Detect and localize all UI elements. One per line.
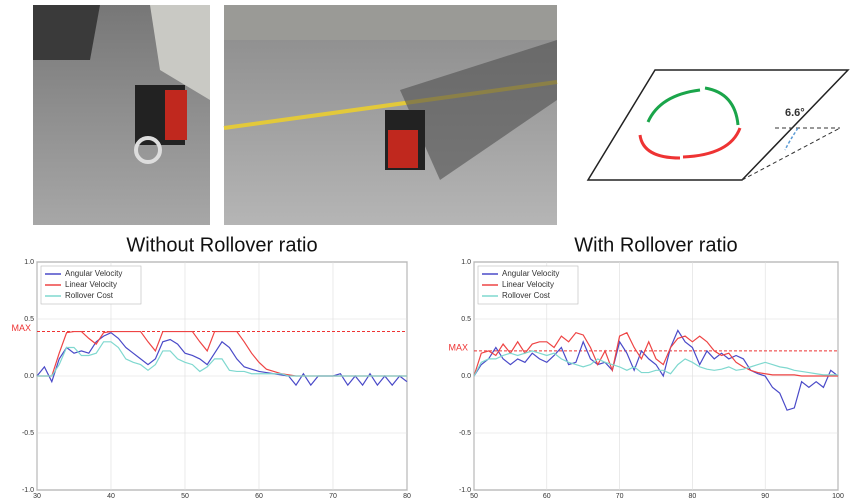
max-label: MAX	[11, 323, 31, 333]
slope-diagram: 6.6°	[588, 70, 848, 180]
legend-label: Linear Velocity	[502, 280, 554, 289]
y-tick-label: 0.0	[461, 373, 471, 380]
angle-label: 6.6°	[785, 107, 805, 119]
legend-label: Linear Velocity	[65, 280, 117, 289]
x-tick-label: 50	[181, 493, 189, 499]
x-tick-label: 50	[470, 493, 478, 499]
legend-label: Rollover Cost	[502, 291, 551, 300]
x-tick-label: 80	[689, 493, 697, 499]
y-tick-label: 1.0	[461, 259, 471, 266]
y-tick-label: 0.5	[461, 316, 471, 323]
legend-label: Angular Velocity	[502, 269, 559, 278]
page: {"diagram": {"angle_label": "6.6°"}, "ch…	[0, 0, 851, 499]
x-tick-label: 30	[33, 493, 41, 499]
y-tick-label: 0.0	[24, 373, 34, 380]
legend-label: Rollover Cost	[65, 291, 114, 300]
x-tick-label: 60	[255, 493, 263, 499]
y-tick-label: 0.5	[24, 316, 34, 323]
x-tick-label: 60	[543, 493, 551, 499]
y-tick-label: 1.0	[24, 259, 34, 266]
y-tick-label: -0.5	[22, 430, 34, 437]
chart-title: Without Rollover ratio	[126, 234, 317, 256]
x-tick-label: 40	[107, 493, 115, 499]
x-tick-label: 100	[832, 493, 844, 499]
x-tick-label: 70	[616, 493, 624, 499]
max-label: MAX	[448, 342, 468, 352]
chart-title: With Rollover ratio	[574, 234, 737, 256]
x-tick-label: 80	[403, 493, 411, 499]
figure: 6.6° Without Rollover ratio-1.0-0.50.00.…	[0, 0, 851, 499]
x-tick-label: 70	[329, 493, 337, 499]
y-tick-label: -0.5	[459, 430, 471, 437]
legend-label: Angular Velocity	[65, 269, 122, 278]
photo-left	[33, 5, 210, 225]
photo-right	[224, 5, 557, 225]
x-tick-label: 90	[761, 493, 769, 499]
